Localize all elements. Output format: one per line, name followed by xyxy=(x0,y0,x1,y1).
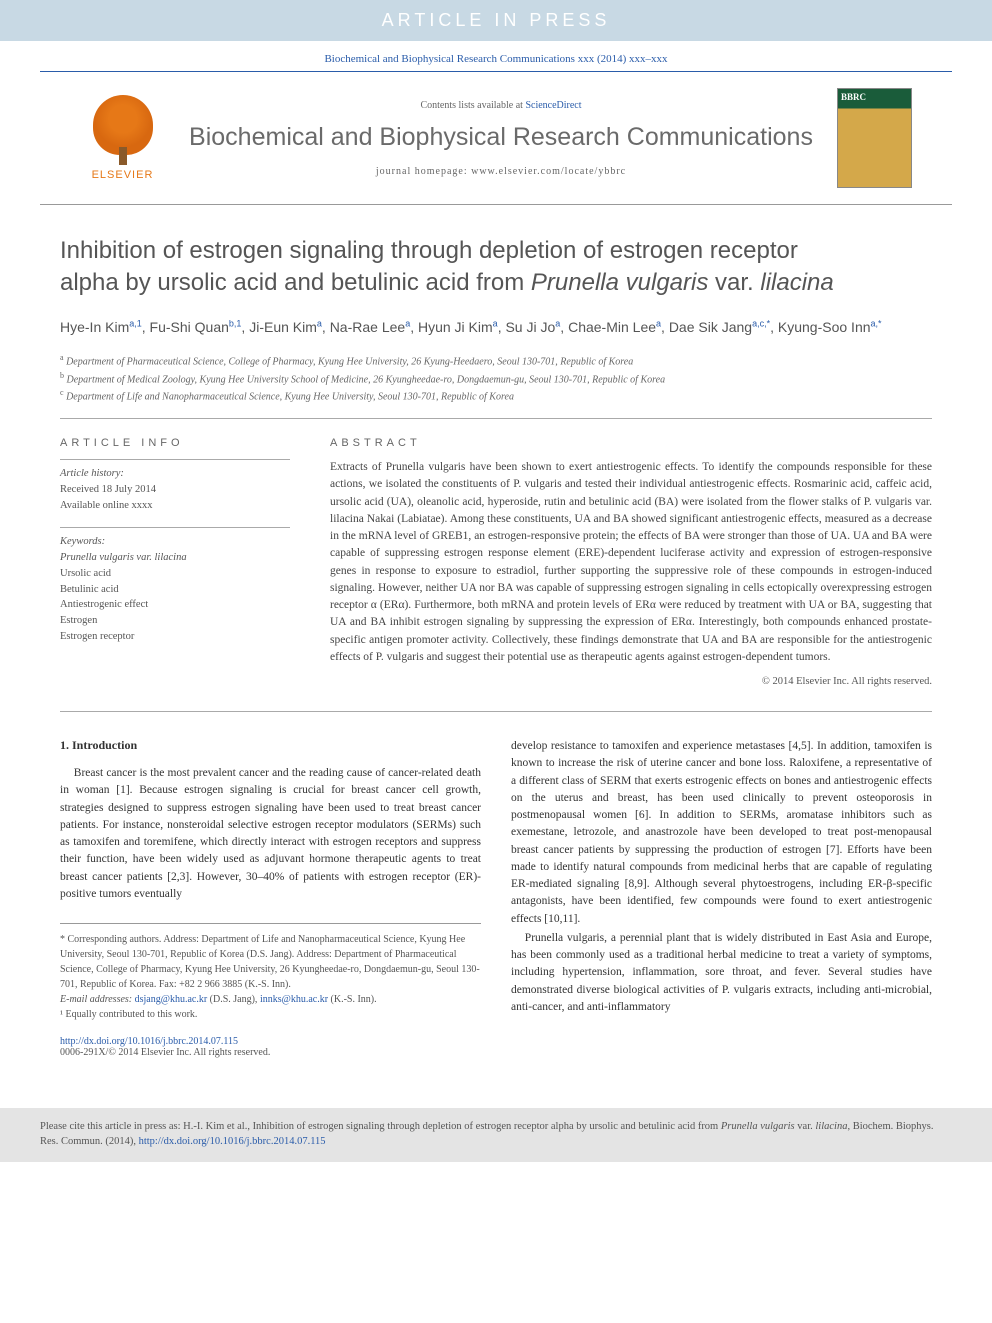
journal-homepage: journal homepage: www.elsevier.com/locat… xyxy=(185,166,817,177)
email-who: (K.-S. Inn). xyxy=(328,994,377,1005)
intro-right-column: develop resistance to tamoxifen and expe… xyxy=(511,738,932,1058)
keyword: Prunella vulgaris var. lilacina xyxy=(60,550,290,566)
journal-cover-thumbnail[interactable] xyxy=(837,88,912,188)
footnotes: * Corresponding authors. Address: Depart… xyxy=(60,923,481,1022)
author-name: Na-Rae Lee xyxy=(330,319,406,335)
author-name: Hyun Ji Kim xyxy=(418,319,493,335)
journal-header: ELSEVIER Contents lists available at Sci… xyxy=(40,72,952,205)
aff-text: Department of Medical Zoology, Kyung Hee… xyxy=(67,374,666,385)
email-link[interactable]: dsjang@khu.ac.kr xyxy=(135,994,208,1005)
homepage-prefix: journal homepage: xyxy=(376,166,471,177)
contents-line: Contents lists available at ScienceDirec… xyxy=(185,100,817,111)
author-aff-link[interactable]: a,* xyxy=(871,318,882,328)
citation-link[interactable]: Biochemical and Biophysical Research Com… xyxy=(324,53,667,65)
affiliation: b Department of Medical Zoology, Kyung H… xyxy=(60,370,932,387)
author-name: Fu-Shi Quan xyxy=(150,319,229,335)
cite-footer: Please cite this article in press as: H.… xyxy=(0,1108,992,1161)
title-line2-pre: alpha by ursolic acid and betulinic acid… xyxy=(60,269,531,296)
keyword: Estrogen xyxy=(60,613,290,629)
email-footnote: E-mail addresses: dsjang@khu.ac.kr (D.S.… xyxy=(60,992,481,1007)
abstract-column: abstract Extracts of Prunella vulgaris h… xyxy=(330,437,932,687)
cite-variardper: lilacina xyxy=(815,1121,847,1132)
email-who: (D.S. Jang), xyxy=(207,994,260,1005)
email-label: E-mail addresses: xyxy=(60,994,135,1005)
article-body: Inhibition of estrogen signaling through… xyxy=(0,205,992,1078)
article-history: Article history: Received 18 July 2014 A… xyxy=(60,459,290,513)
intro-section: 1. Introduction Breast cancer is the mos… xyxy=(60,738,932,1058)
abstract-text: Extracts of Prunella vulgaris have been … xyxy=(330,459,932,666)
homepage-url[interactable]: www.elsevier.com/locate/ybbrc xyxy=(471,166,626,177)
info-heading: article info xyxy=(60,437,290,449)
aff-text: Department of Pharmaceutical Science, Co… xyxy=(66,357,633,368)
abstract-heading: abstract xyxy=(330,437,932,449)
author-name: Chae-Min Lee xyxy=(568,319,656,335)
author-aff-link[interactable]: a xyxy=(555,318,560,328)
info-abstract-row: article info Article history: Received 1… xyxy=(60,437,932,712)
author-aff-link[interactable]: a,1 xyxy=(129,318,142,328)
cite-species: Prunella vulgaris xyxy=(721,1121,795,1132)
affiliations: a Department of Pharmaceutical Science, … xyxy=(60,352,932,419)
author-aff-link[interactable]: a xyxy=(493,318,498,328)
author-name: Kyung-Soo Inn xyxy=(778,319,871,335)
cite-doi-link[interactable]: http://dx.doi.org/10.1016/j.bbrc.2014.07… xyxy=(139,1136,326,1147)
keyword: Estrogen receptor xyxy=(60,629,290,645)
keywords-label: Keywords: xyxy=(60,534,290,550)
intro-paragraph: Breast cancer is the most prevalent canc… xyxy=(60,765,481,903)
article-in-press-banner: ARTICLE IN PRESS xyxy=(0,0,992,41)
cite-mid: var. xyxy=(795,1121,816,1132)
corresponding-footnote: * Corresponding authors. Address: Depart… xyxy=(60,932,481,992)
available-date: Available online xxxx xyxy=(60,498,290,514)
issn-copyright: 0006-291X/© 2014 Elsevier Inc. All right… xyxy=(60,1047,270,1058)
intro-left-column: 1. Introduction Breast cancer is the mos… xyxy=(60,738,481,1058)
author-name: Hye-In Kim xyxy=(60,319,129,335)
title-line2-post: var. xyxy=(708,269,760,296)
citation-bar: Biochemical and Biophysical Research Com… xyxy=(40,41,952,72)
equal-contribution-footnote: ¹ Equally contributed to this work. xyxy=(60,1007,481,1022)
article-title: Inhibition of estrogen signaling through… xyxy=(60,235,932,300)
author-aff-link[interactable]: a xyxy=(405,318,410,328)
aff-id: c xyxy=(60,388,64,397)
keywords-block: Keywords: Prunella vulgaris var. lilacin… xyxy=(60,527,290,644)
keyword: Antiestrogenic effect xyxy=(60,597,290,613)
title-variety: lilacina xyxy=(760,269,833,296)
journal-name: Biochemical and Biophysical Research Com… xyxy=(185,123,817,152)
doi-link[interactable]: http://dx.doi.org/10.1016/j.bbrc.2014.07… xyxy=(60,1036,238,1047)
intro-heading: 1. Introduction xyxy=(60,738,481,753)
aff-id: b xyxy=(60,371,64,380)
author-aff-link[interactable]: a xyxy=(317,318,322,328)
elsevier-logo[interactable]: ELSEVIER xyxy=(80,91,165,186)
email-link[interactable]: innks@khu.ac.kr xyxy=(260,994,328,1005)
abstract-copyright: © 2014 Elsevier Inc. All rights reserved… xyxy=(330,676,932,687)
cite-prefix: Please cite this article in press as: H.… xyxy=(40,1121,721,1132)
author-aff-link[interactable]: a xyxy=(656,318,661,328)
elsevier-text: ELSEVIER xyxy=(92,169,154,181)
journal-header-center: Contents lists available at ScienceDirec… xyxy=(185,100,817,177)
affiliation: a Department of Pharmaceutical Science, … xyxy=(60,352,932,369)
keyword: Ursolic acid xyxy=(60,566,290,582)
affiliation: c Department of Life and Nanopharmaceuti… xyxy=(60,387,932,404)
author-name: Ji-Eun Kim xyxy=(249,319,317,335)
aff-text: Department of Life and Nanopharmaceutica… xyxy=(66,391,514,402)
author-name: Dae Sik Jang xyxy=(669,319,752,335)
author-aff-link[interactable]: b,1 xyxy=(229,318,242,328)
received-date: Received 18 July 2014 xyxy=(60,482,290,498)
article-info-column: article info Article history: Received 1… xyxy=(60,437,290,687)
authors-list: Hye-In Kima,1, Fu-Shi Quanb,1, Ji-Eun Ki… xyxy=(60,316,932,338)
aff-id: a xyxy=(60,353,64,362)
intro-paragraph: Prunella vulgaris, a perennial plant tha… xyxy=(511,930,932,1016)
contents-prefix: Contents lists available at xyxy=(420,100,525,111)
title-species: Prunella vulgaris xyxy=(531,269,708,296)
author-aff-link[interactable]: a,c,* xyxy=(752,318,770,328)
elsevier-tree-icon xyxy=(93,95,153,155)
title-line1: Inhibition of estrogen signaling through… xyxy=(60,237,798,264)
sciencedirect-link[interactable]: ScienceDirect xyxy=(525,100,581,111)
keyword: Betulinic acid xyxy=(60,582,290,598)
intro-paragraph: develop resistance to tamoxifen and expe… xyxy=(511,738,932,928)
author-name: Su Ji Jo xyxy=(505,319,555,335)
history-label: Article history: xyxy=(60,466,290,482)
doi-block: http://dx.doi.org/10.1016/j.bbrc.2014.07… xyxy=(60,1036,481,1058)
